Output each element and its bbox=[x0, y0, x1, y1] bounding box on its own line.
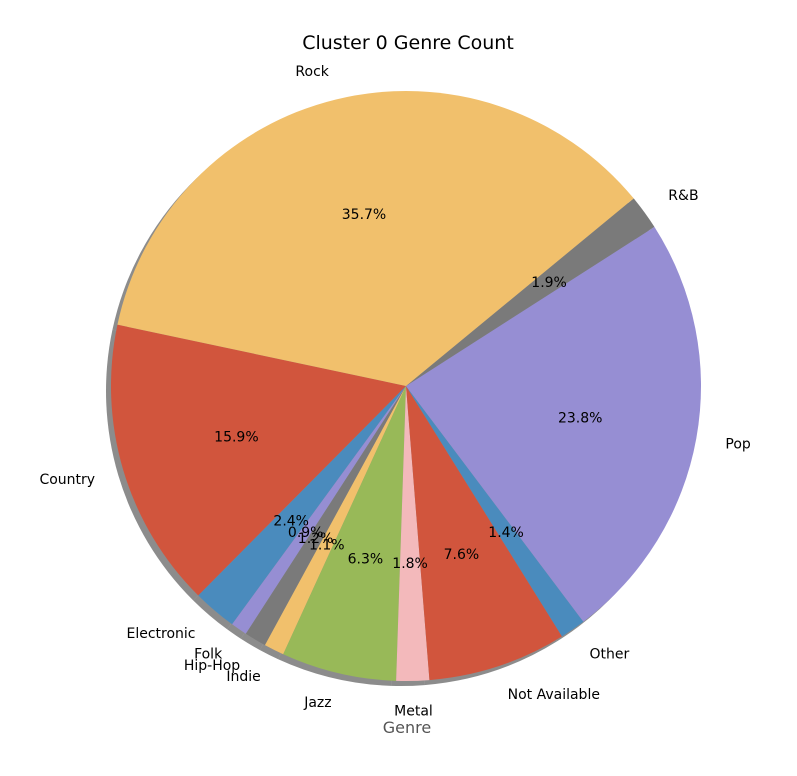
slice-pct-electronic: 2.4% bbox=[273, 514, 309, 530]
slice-jazz bbox=[283, 386, 406, 681]
pie-labels: Country 15.9% Electronic 2.4% Folk 0.9% Hip-Ho… bbox=[39, 64, 750, 720]
slice-r-b bbox=[406, 198, 655, 386]
slice-pop bbox=[406, 226, 701, 622]
slice-metal bbox=[396, 386, 430, 682]
slice-pct-metal: 1.8% bbox=[392, 556, 428, 572]
slice-pct-hip-hop: 1.2% bbox=[298, 531, 334, 547]
slice-folk bbox=[232, 386, 406, 634]
slice-label-pop: Pop bbox=[725, 437, 751, 453]
slice-pct-other: 1.4% bbox=[488, 525, 524, 541]
slice-label-folk: Folk bbox=[194, 646, 223, 662]
pie-slices bbox=[110, 91, 701, 682]
slice-label-country: Country bbox=[39, 472, 95, 488]
slice-not-available bbox=[406, 386, 562, 681]
slice-label-jazz: Jazz bbox=[303, 695, 331, 711]
slice-pct-pop: 23.8% bbox=[558, 410, 602, 426]
slice-pct-jazz: 6.3% bbox=[348, 551, 384, 567]
slice-other bbox=[406, 386, 584, 637]
slice-label-other: Other bbox=[590, 647, 630, 663]
slice-electronic bbox=[198, 386, 406, 625]
slice-rock bbox=[117, 91, 634, 387]
slice-pct-not-available: 7.6% bbox=[444, 547, 480, 563]
chart-title: Cluster 0 Genre Count bbox=[302, 32, 514, 54]
slice-country bbox=[110, 324, 407, 596]
slice-pct-country: 15.9% bbox=[214, 430, 258, 446]
slice-label-r-b: R&B bbox=[668, 188, 698, 204]
slice-pct-r-b: 1.9% bbox=[531, 275, 567, 291]
slice-label-hip-hop: Hip-Hop bbox=[184, 658, 240, 674]
slice-pct-indie: 1.1% bbox=[309, 537, 345, 553]
slice-label-electronic: Electronic bbox=[126, 626, 195, 642]
slice-label-metal: Metal bbox=[394, 703, 433, 719]
slice-label-rock: Rock bbox=[295, 64, 329, 80]
slice-label-indie: Indie bbox=[226, 669, 260, 685]
slice-pct-rock: 35.7% bbox=[342, 207, 386, 223]
slice-hip-hop bbox=[245, 386, 406, 646]
slice-indie bbox=[264, 386, 406, 655]
x-axis-label: Genre bbox=[383, 718, 431, 737]
slice-label-not-available: Not Available bbox=[508, 687, 600, 703]
slice-pct-folk: 0.9% bbox=[288, 525, 324, 541]
